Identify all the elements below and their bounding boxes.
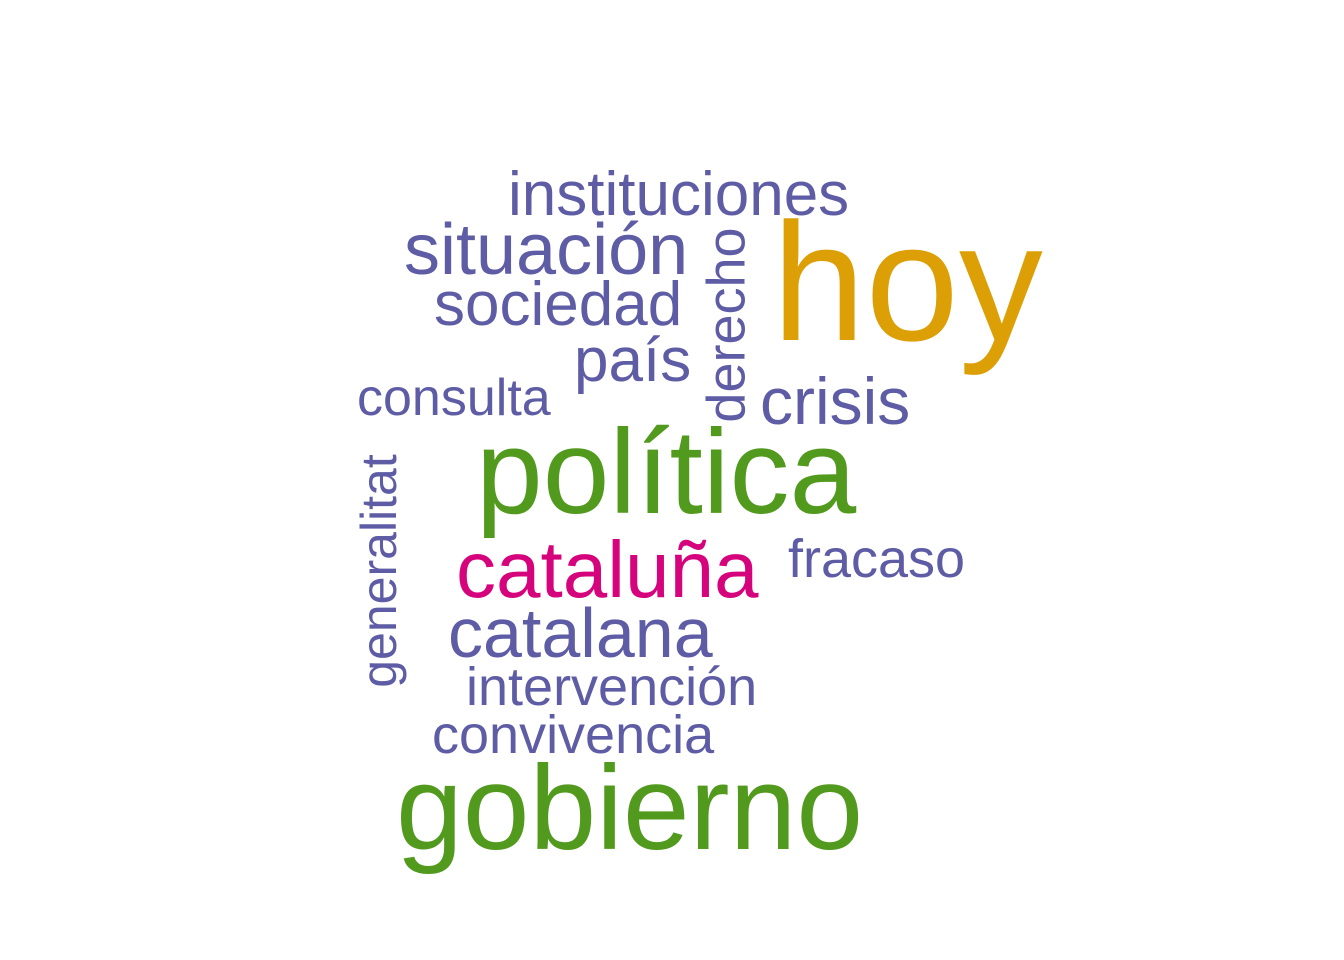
word-crisis: crisis [760,364,911,438]
word-gobierno: gobierno [396,741,864,875]
word-generalitat: generalitat [350,454,407,688]
word-consulta: consulta [357,369,551,427]
word-sociedad: sociedad [434,270,683,339]
word-convivencia: convivencia [432,705,715,765]
word-pais: país [574,326,692,395]
word-politica: política [476,405,857,539]
word-instituciones: instituciones [508,160,850,229]
word-catalana: catalana [448,594,713,672]
word-situacion: situación [404,210,689,290]
word-cataluna: cataluña [456,525,759,614]
word-intervencion: intervención [466,657,758,717]
word-hoy: hoy [772,188,1043,376]
word-derecho: derecho [696,227,757,423]
word-fracaso: fracaso [788,529,966,589]
